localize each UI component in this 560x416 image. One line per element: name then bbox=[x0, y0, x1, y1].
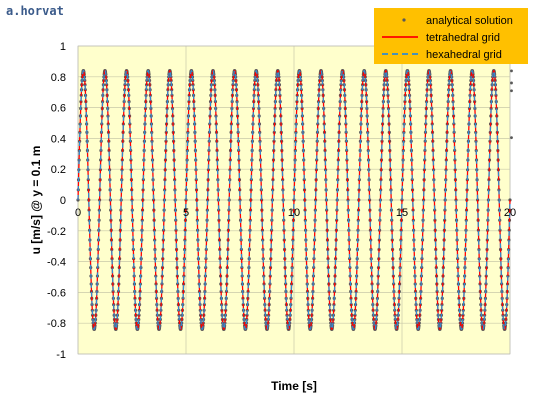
y-tick-label: 0.4 bbox=[51, 133, 66, 145]
legend-label-analytical: analytical solution bbox=[426, 15, 513, 27]
y-tick-label: 0 bbox=[60, 195, 66, 207]
y-tick-label: 0.8 bbox=[51, 72, 66, 84]
y-tick-label: 0.6 bbox=[51, 103, 66, 115]
x-axis-label: Time [s] bbox=[271, 379, 317, 393]
y-tick-label: 0.2 bbox=[51, 164, 66, 176]
tick-labels: 0 5 10 15 20 1 0.8 0.6 0.4 0.2 0 -0.2 -0.4 -0.6 -0.8 -1 bbox=[47, 41, 516, 361]
x-tick-label: 10 bbox=[288, 207, 300, 219]
series-analytical-solution bbox=[76, 69, 513, 331]
y-tick-label: -0.6 bbox=[47, 287, 66, 299]
y-tick-label: -0.2 bbox=[47, 226, 66, 238]
legend-marker-analytical bbox=[402, 18, 406, 22]
series-group bbox=[76, 69, 513, 331]
legend: analytical solution tetrahedral grid hex… bbox=[374, 8, 528, 64]
x-tick-label: 5 bbox=[183, 207, 189, 219]
analytical-point bbox=[510, 89, 513, 93]
analytical-point bbox=[510, 136, 513, 140]
analytical-point bbox=[510, 69, 513, 73]
analytical-point bbox=[510, 81, 513, 85]
y-tick-label: 1 bbox=[60, 41, 66, 53]
x-tick-label: 20 bbox=[504, 207, 516, 219]
legend-label-tetrahedral: tetrahedral grid bbox=[426, 32, 500, 44]
author-watermark: a.horvat bbox=[6, 4, 64, 18]
x-tick-label: 0 bbox=[75, 207, 81, 219]
legend-background bbox=[374, 8, 528, 64]
y-tick-label: -0.4 bbox=[47, 257, 66, 269]
series-hexahedral-grid bbox=[77, 69, 511, 331]
x-tick-label: 15 bbox=[396, 207, 408, 219]
y-tick-label: -1 bbox=[56, 349, 66, 361]
y-tick-label: -0.8 bbox=[47, 318, 66, 330]
legend-label-hexahedral: hexahedral grid bbox=[426, 49, 502, 61]
y-axis-label: u [m/s] @ y = 0.1 m bbox=[29, 146, 43, 255]
